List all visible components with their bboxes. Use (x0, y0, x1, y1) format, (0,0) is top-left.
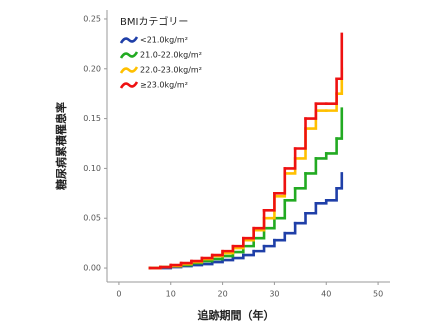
step-segment (210, 249, 224, 257)
x-tick-label: 0 (116, 290, 121, 299)
step-segment (262, 238, 276, 248)
y-axis-label: 糖尿病累積罹患率 (54, 102, 68, 190)
step-segment (283, 187, 297, 202)
step-segment (262, 195, 276, 220)
step-segment (262, 192, 276, 212)
step-segment (324, 92, 338, 112)
x-tick-label: 30 (269, 290, 279, 299)
y-tick-label: 0.15 (83, 114, 101, 123)
y-tick-label: 0.00 (83, 264, 101, 273)
step-segment (314, 199, 328, 205)
step-segment (293, 117, 307, 150)
step-segment (273, 231, 287, 242)
step-segment (252, 208, 266, 230)
y-tick-label: 0.05 (83, 214, 101, 223)
x-axis-label: 追跡期間（年） (198, 308, 275, 322)
legend-label: <21.0kg/m² (140, 36, 188, 45)
step-segment (283, 157, 297, 175)
step-segment (324, 137, 338, 155)
legend-label: 22.0-23.0kg/m² (140, 66, 202, 75)
step-segment (221, 256, 235, 262)
y-tick-label: 0.10 (83, 164, 101, 173)
step-segment (324, 187, 338, 202)
legend-label: ≥23.0kg/m² (140, 81, 188, 90)
step-segment (283, 147, 297, 170)
legend-swatch (119, 81, 139, 89)
step-segment (221, 244, 235, 253)
step-segment (293, 172, 307, 190)
legend-title: BMIカテゴリー (120, 15, 188, 28)
x-tick-label: 20 (217, 290, 227, 299)
x-tick-label: 10 (166, 290, 176, 299)
step-segment (169, 261, 183, 267)
step-segment (304, 102, 318, 120)
step-segment (273, 167, 287, 195)
step-segment (293, 211, 307, 225)
step-segment (179, 259, 193, 265)
step-segment (159, 263, 173, 269)
y-tick-label: 0.25 (83, 14, 101, 23)
step-segment (304, 201, 318, 215)
step-segment (283, 221, 297, 235)
step-segment (242, 226, 255, 240)
step-segment (273, 199, 287, 220)
step-segment (252, 244, 266, 253)
step-segment (335, 107, 344, 140)
step-segment (335, 172, 344, 190)
step-segment (262, 216, 276, 230)
step-segment (252, 226, 266, 240)
legend-swatch (119, 36, 139, 44)
step-segment (200, 253, 214, 260)
legend-label: 21.0-22.0kg/m² (140, 51, 202, 60)
step-segment (304, 157, 318, 175)
step-segment (314, 152, 328, 160)
y-tick-label: 0.20 (83, 64, 101, 73)
step-segment (231, 236, 245, 248)
step-segment (335, 32, 344, 81)
step-segment (190, 256, 204, 263)
legend-swatch (119, 51, 139, 59)
x-tick-label: 50 (373, 290, 383, 299)
step-segment (324, 77, 338, 105)
step-segment (148, 265, 162, 270)
legend-swatch (119, 66, 139, 74)
step-segment (231, 253, 245, 260)
x-tick-label: 40 (321, 290, 331, 299)
step-segment (242, 249, 255, 257)
step-segment (293, 127, 307, 160)
